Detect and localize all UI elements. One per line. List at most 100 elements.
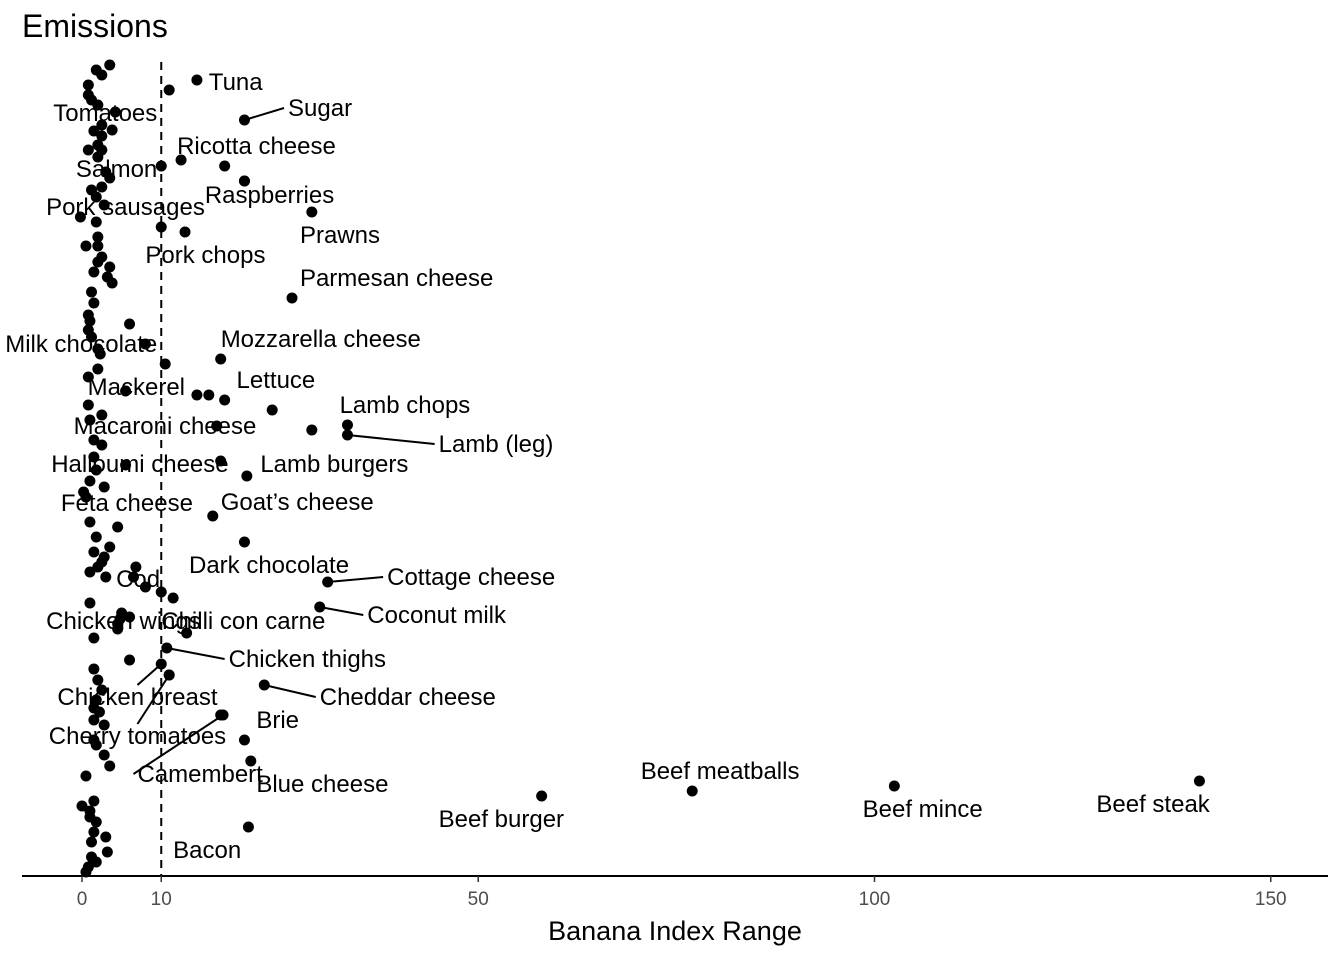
point-label: Sugar	[288, 95, 352, 122]
x-axis: 0 10 50 100 150	[22, 875, 1328, 910]
data-point	[82, 144, 94, 156]
point-label: Blue cheese	[256, 771, 388, 798]
x-tick-label: 0	[77, 889, 88, 910]
leader-line	[132, 714, 224, 775]
x-tick-label: 50	[468, 889, 489, 910]
x-tick-label: 150	[1255, 889, 1287, 910]
data-point	[100, 571, 112, 583]
point-label: Chicken wings	[46, 608, 201, 635]
data-point	[80, 491, 92, 503]
point-label: Chicken thighs	[229, 646, 386, 673]
point-labels: Tuna Tomatoes Sugar Ricotta cheese Salmon Ras…	[5, 69, 1211, 864]
data-point	[104, 172, 116, 184]
data-point	[155, 586, 167, 598]
point-label: Mozzarella cheese	[221, 326, 421, 353]
data-point	[88, 297, 100, 309]
data-point	[96, 439, 108, 451]
chart-title: Emissions	[22, 8, 168, 44]
data-point	[94, 348, 106, 360]
data-point	[112, 623, 124, 635]
data-point	[139, 581, 151, 593]
data-point	[155, 160, 167, 172]
leader-line	[264, 684, 316, 698]
data-point	[80, 240, 92, 252]
data-point	[90, 816, 102, 828]
data-point	[167, 592, 179, 604]
data-point	[88, 546, 100, 558]
data-point	[175, 154, 187, 166]
data-point	[207, 510, 219, 522]
data-point	[96, 130, 108, 142]
data-point	[74, 211, 86, 223]
data-point	[1193, 775, 1205, 787]
data-point	[96, 181, 108, 193]
data-point	[215, 455, 227, 467]
data-point	[82, 79, 94, 91]
data-point	[86, 286, 98, 298]
data-point	[238, 175, 250, 187]
point-label: Mackerel	[88, 374, 185, 401]
point-label: Lamb (leg)	[439, 431, 554, 458]
data-point	[112, 521, 124, 533]
data-point	[120, 459, 132, 471]
leader-line	[327, 576, 384, 583]
data-point	[88, 795, 100, 807]
leader-line	[166, 647, 225, 660]
data-point	[80, 770, 92, 782]
data-point	[155, 221, 167, 233]
data-point	[82, 399, 94, 411]
data-point	[888, 780, 900, 792]
data-point	[109, 106, 121, 118]
point-label: Milk chocolate	[5, 331, 157, 358]
data-point	[90, 531, 102, 543]
data-point	[92, 99, 104, 111]
data-point	[314, 601, 326, 613]
data-point	[88, 266, 100, 278]
leader-lines	[132, 107, 435, 775]
data-point	[217, 709, 229, 721]
data-point	[215, 353, 227, 365]
data-point	[238, 734, 250, 746]
data-point	[92, 674, 104, 686]
data-point	[92, 561, 104, 573]
data-point	[98, 199, 110, 211]
data-point	[98, 749, 110, 761]
data-point	[266, 404, 278, 416]
data-point	[128, 571, 140, 583]
data-point	[104, 261, 116, 273]
data-point	[106, 277, 118, 289]
data-point	[98, 481, 110, 493]
data-point	[155, 658, 167, 670]
data-point	[88, 663, 100, 675]
point-label: Feta cheese	[61, 490, 193, 517]
data-point	[219, 160, 231, 172]
data-point	[92, 231, 104, 243]
point-label: Prawns	[300, 222, 380, 249]
data-point	[241, 470, 253, 482]
data-point	[104, 541, 116, 553]
leader-line	[319, 606, 364, 616]
data-point	[90, 216, 102, 228]
data-point	[124, 318, 136, 330]
data-point	[92, 256, 104, 268]
point-label: Cheddar cheese	[320, 684, 496, 711]
data-point	[86, 836, 98, 848]
data-point	[179, 226, 191, 238]
data-point	[163, 84, 175, 96]
data-point	[84, 414, 96, 426]
data-point	[84, 475, 96, 487]
leader-line	[347, 434, 435, 445]
data-point	[93, 706, 105, 718]
point-label: Chilli con carne	[161, 608, 325, 635]
data-point	[101, 846, 113, 858]
data-point	[88, 714, 100, 726]
data-point	[203, 389, 215, 401]
data-point	[191, 74, 203, 86]
data-point	[96, 684, 108, 696]
data-point	[96, 119, 108, 131]
data-point	[124, 654, 136, 666]
data-point	[242, 821, 254, 833]
data-point	[88, 632, 100, 644]
data-point	[92, 151, 104, 163]
data-point	[88, 125, 100, 137]
